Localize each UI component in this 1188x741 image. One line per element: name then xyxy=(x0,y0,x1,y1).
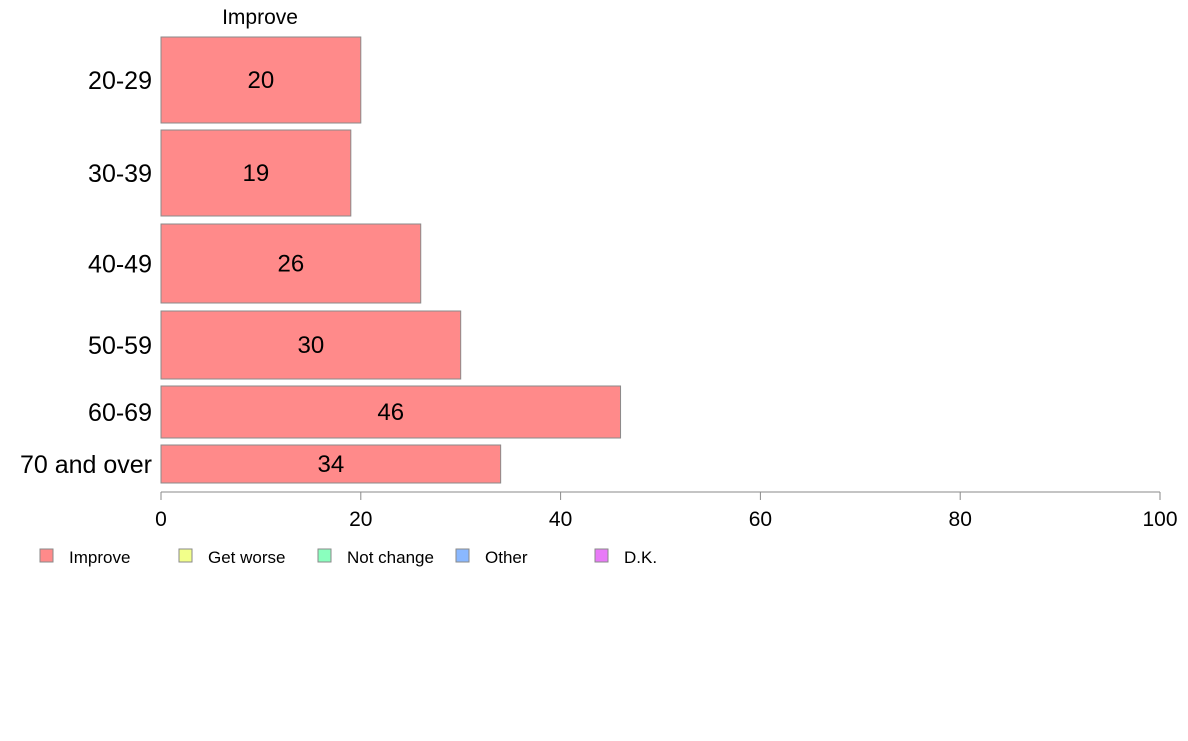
category-label: 60-69 xyxy=(88,399,152,427)
legend-swatch xyxy=(594,548,609,563)
legend-label: Not change xyxy=(347,548,434,567)
legend-label: D.K. xyxy=(624,548,657,567)
legend-label: Improve xyxy=(69,548,130,567)
bar-50-59 xyxy=(160,310,462,380)
bar-value-label: 30 xyxy=(297,332,324,359)
x-tick-label: 0 xyxy=(155,508,167,531)
legend-swatch xyxy=(455,548,470,563)
legend-swatch xyxy=(178,548,193,563)
legend-swatch xyxy=(39,548,54,563)
legend: Improve Get worse Not change Other D.K. xyxy=(39,548,657,567)
bar-70-and-over xyxy=(160,444,502,484)
x-tick-label: 60 xyxy=(749,508,772,531)
bar-40-49 xyxy=(160,223,422,304)
x-tick-label: 20 xyxy=(349,508,372,531)
bar-value-label: 34 xyxy=(317,451,344,478)
bars-group: 20 19 26 30 46 34 xyxy=(160,36,622,484)
bar-value-label: 20 xyxy=(248,67,275,94)
bar-value-label: 46 xyxy=(377,399,404,426)
legend-label: Get worse xyxy=(208,548,285,567)
bar-60-69 xyxy=(160,385,622,439)
legend-swatch xyxy=(317,548,332,563)
x-tick-label: 100 xyxy=(1142,508,1177,531)
category-label: 50-59 xyxy=(88,332,152,360)
category-label: 40-49 xyxy=(88,251,152,279)
bar-20-29 xyxy=(160,36,362,124)
category-label: 70 and over xyxy=(20,451,152,479)
legend-label: Other xyxy=(485,548,528,567)
x-tick-label: 80 xyxy=(949,508,972,531)
category-label: 30-39 xyxy=(88,160,152,188)
x-tick-label: 40 xyxy=(549,508,572,531)
category-label: 20-29 xyxy=(88,67,152,95)
x-axis: 0 20 40 60 80 100 xyxy=(155,491,1178,531)
category-labels: 20-29 30-39 40-49 50-59 60-69 70 and over xyxy=(20,67,152,479)
column-header: Improve xyxy=(222,6,298,29)
bar-30-39 xyxy=(160,129,352,217)
bar-value-label: 26 xyxy=(278,251,305,278)
bar-value-label: 19 xyxy=(243,160,270,187)
